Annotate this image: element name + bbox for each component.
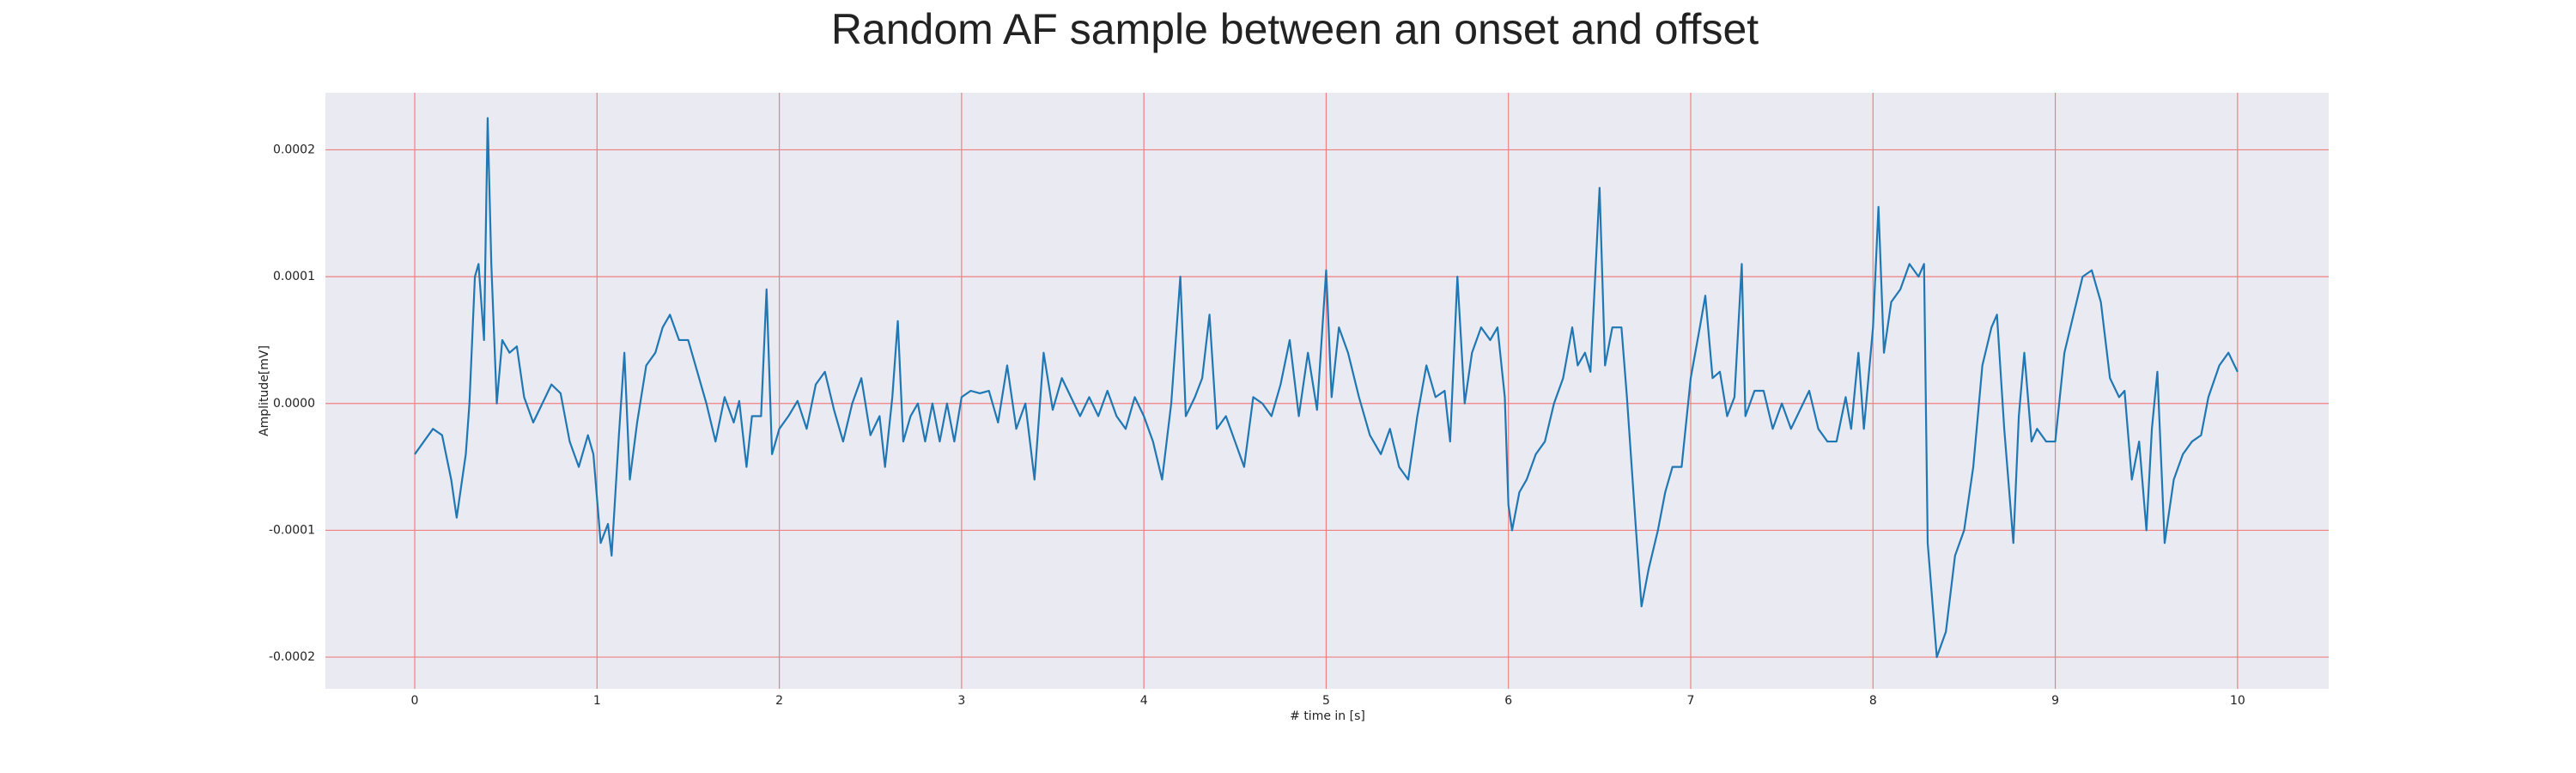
x-tick-label: 2	[775, 694, 783, 708]
signal-line	[414, 117, 2239, 659]
y-tick-label: 0.0002	[273, 143, 315, 156]
y-tick-label: -0.0002	[269, 650, 315, 664]
x-axis-label: # time in [s]	[1290, 709, 1365, 723]
x-tick-label: 6	[1504, 694, 1512, 708]
y-axis-label: Amplitude[mV]	[258, 345, 271, 436]
x-tick-label: 3	[957, 694, 965, 708]
chart-title: Random AF sample between an onset and of…	[831, 5, 1759, 53]
y-tick-label: 0.0000	[273, 397, 315, 411]
plot-area	[325, 93, 2329, 689]
x-tick-label: 9	[2051, 694, 2059, 708]
x-tick-label: 5	[1322, 694, 1330, 708]
x-tick-label: 0	[411, 694, 419, 708]
x-tick-label: 1	[593, 694, 601, 708]
x-tick-label: 7	[1687, 694, 1695, 708]
x-tick-label: 4	[1140, 694, 1148, 708]
x-tick-label: 10	[2230, 694, 2245, 708]
x-tick-label: 8	[1869, 694, 1877, 708]
y-tick-label: -0.0001	[269, 523, 315, 537]
y-tick-label: 0.0001	[273, 270, 315, 283]
